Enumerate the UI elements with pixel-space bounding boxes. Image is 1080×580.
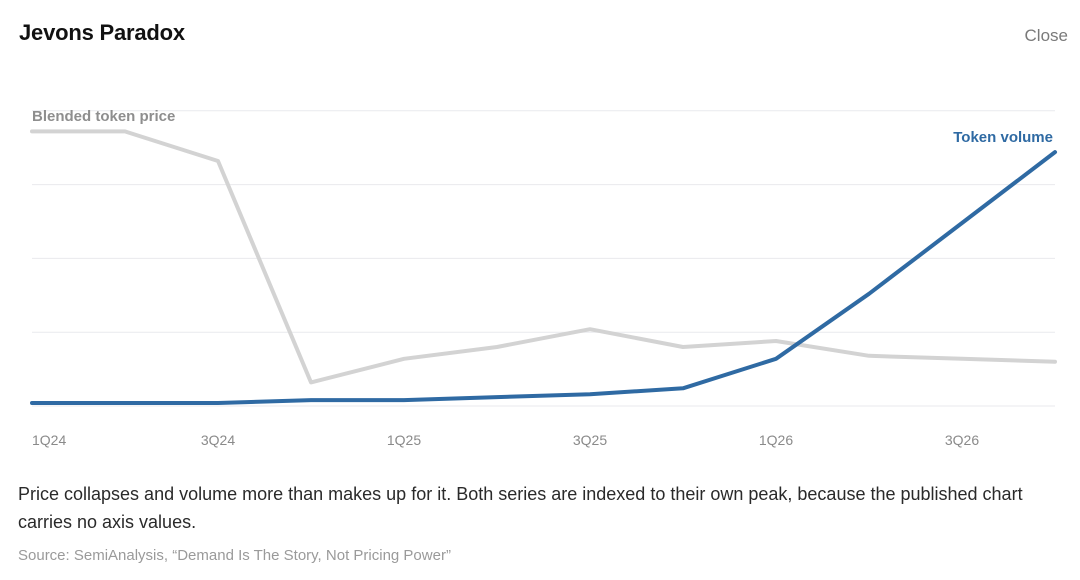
x-tick-label: 1Q26: [759, 432, 793, 448]
label-layer: Blended token price Token volume: [32, 108, 1053, 146]
chart-caption: Price collapses and volume more than mak…: [18, 484, 1023, 532]
volume-series: [30, 150, 1057, 405]
x-tick-label: 3Q26: [945, 432, 979, 448]
x-tick-label: 3Q24: [201, 432, 235, 448]
x-tick-label: 3Q25: [573, 432, 607, 448]
grid-layer: [32, 110, 1055, 407]
price-line: [30, 129, 1057, 385]
price-series: [30, 129, 1057, 385]
volume-series-label: Token volume: [953, 129, 1053, 146]
source-note: Source: SemiAnalysis, “Demand Is The Sto…: [18, 547, 451, 564]
x-tick-label: 1Q25: [387, 432, 421, 448]
page-title: Jevons Paradox: [19, 20, 185, 45]
x-tick-label: 1Q24: [32, 432, 66, 448]
close-button[interactable]: Close: [1024, 26, 1068, 45]
line-chart: Blended token price Token volume 1Q24 3Q24…: [30, 108, 1057, 448]
x-axis-ticks: 1Q24 3Q24 1Q25 3Q25 1Q26 3Q26: [32, 432, 979, 448]
volume-line: [30, 150, 1057, 405]
price-series-label: Blended token price: [32, 108, 175, 125]
